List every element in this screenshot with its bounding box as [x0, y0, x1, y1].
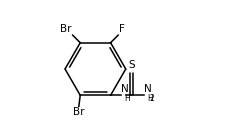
- Text: N: N: [121, 84, 129, 94]
- Text: 2: 2: [149, 94, 154, 103]
- Text: Br: Br: [61, 24, 72, 34]
- Text: N: N: [144, 84, 152, 94]
- Text: H: H: [125, 94, 130, 103]
- Text: Br: Br: [73, 108, 85, 117]
- Text: F: F: [119, 24, 125, 34]
- Text: S: S: [128, 60, 135, 70]
- Text: H: H: [147, 94, 153, 103]
